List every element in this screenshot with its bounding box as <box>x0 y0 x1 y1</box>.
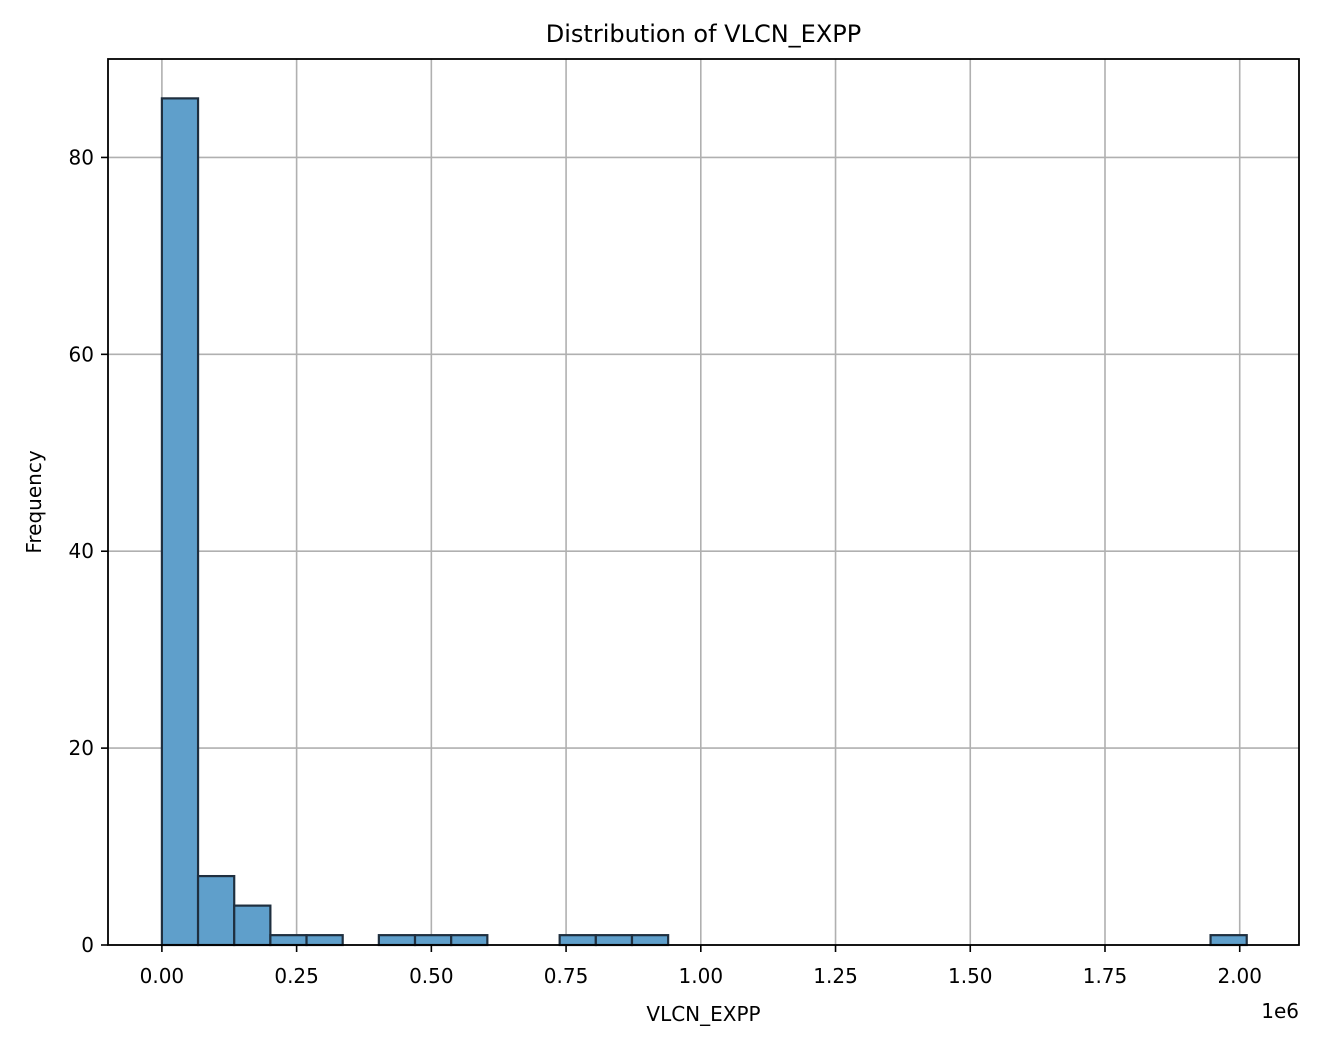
x-tick-label-0: 0.00 <box>140 964 185 988</box>
histogram-bar-3 <box>269 934 308 947</box>
histogram-bar-1 <box>196 874 236 947</box>
x-tick-label-1: 0.25 <box>274 964 319 988</box>
histogram-bar-29 <box>1209 934 1248 947</box>
histogram-bar-0 <box>160 97 200 947</box>
y-tick-label-2: 40 <box>69 539 94 563</box>
x-tick-label-6: 1.50 <box>948 964 993 988</box>
bars <box>160 97 1248 947</box>
histogram-bar-2 <box>233 904 272 947</box>
histogram-bar-8 <box>450 934 489 947</box>
histogram-bar-4 <box>305 934 344 947</box>
histogram-bar-12 <box>594 934 634 947</box>
x-tick-label-8: 2.00 <box>1217 964 1262 988</box>
y-tick-label-3: 60 <box>69 342 94 366</box>
x-tick-label-3: 0.75 <box>544 964 589 988</box>
x-tick-label-4: 1.00 <box>679 964 724 988</box>
x-tick-label-7: 1.75 <box>1083 964 1128 988</box>
plot-frame <box>107 58 1300 946</box>
y-tick-label-0: 0 <box>81 933 94 957</box>
chart-title: Distribution of VLCN_EXPP <box>546 20 861 48</box>
y-tick-label-4: 80 <box>69 145 94 169</box>
x-axis-label: VLCN_EXPP <box>646 1002 760 1026</box>
histogram-bar-6 <box>377 934 417 947</box>
y-axis-label: Frequency <box>22 450 46 553</box>
x-tick-label-5: 1.25 <box>813 964 858 988</box>
y-tick-label-1: 20 <box>69 736 94 760</box>
histogram-bar-7 <box>413 934 453 947</box>
x-axis-offset-label: 1e6 <box>1261 999 1299 1023</box>
histogram-bar-11 <box>558 934 597 947</box>
axis-ticks: 0.00 0.25 0.50 0.75 1.00 1.25 1.50 1.75 2.00 0 20 4… <box>69 145 1262 988</box>
x-tick-label-2: 0.50 <box>409 964 454 988</box>
histogram-bar-13 <box>630 934 670 947</box>
